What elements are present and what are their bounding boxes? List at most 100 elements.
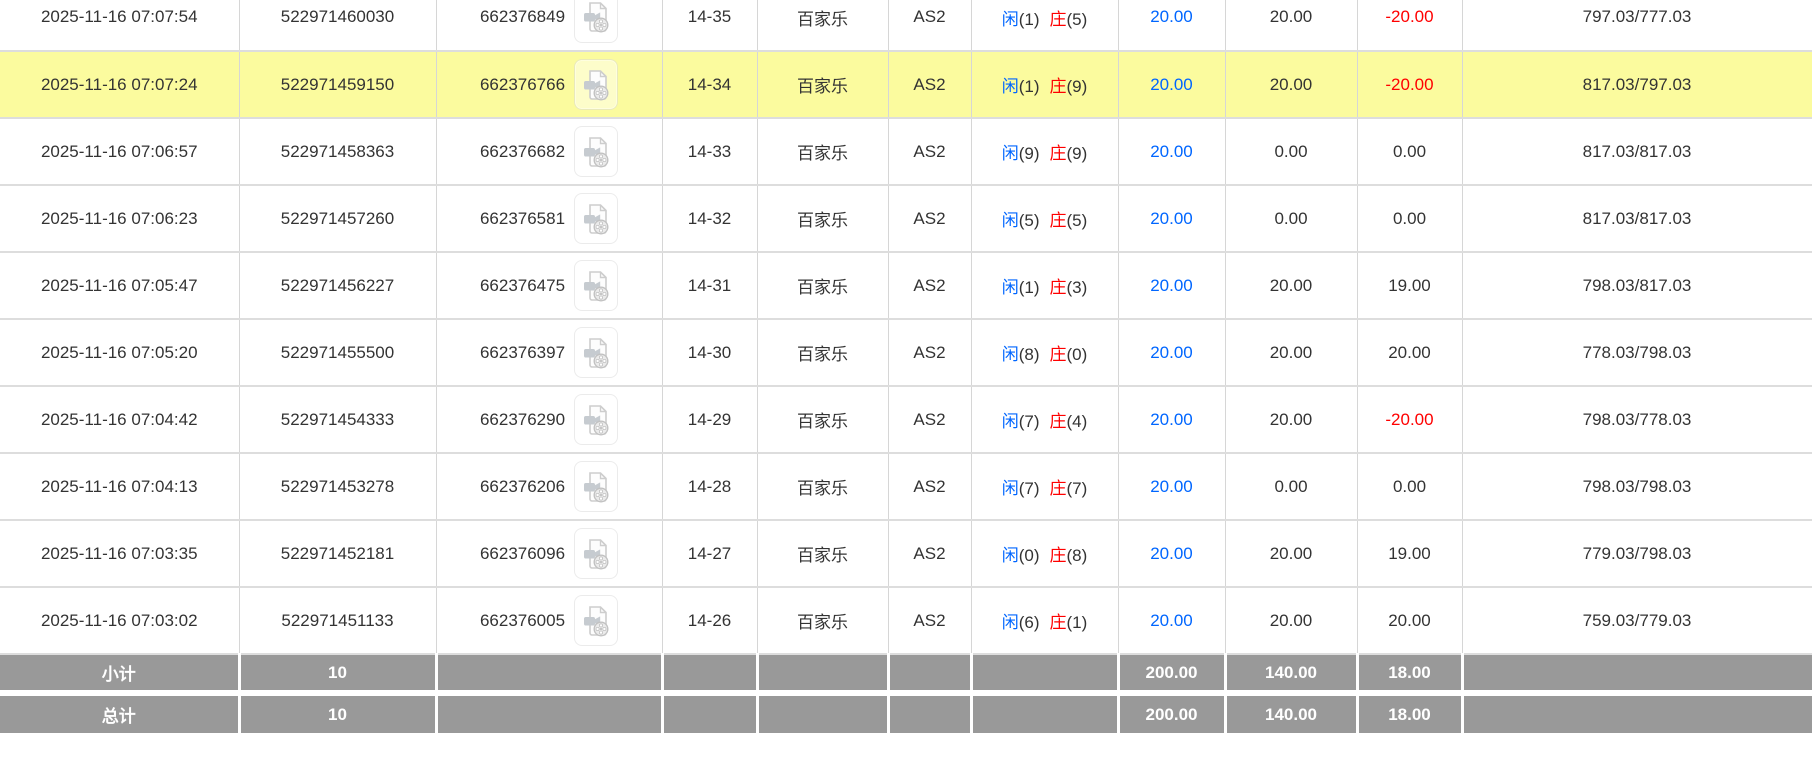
cell-game-type: 百家乐	[757, 51, 889, 119]
video-playback-button[interactable]	[574, 595, 619, 646]
cell-game-type: 百家乐	[757, 118, 889, 186]
cell-result: 闲(5) 庄(5)	[971, 185, 1119, 253]
cell-result: 闲(7) 庄(4)	[971, 386, 1119, 454]
game-number-text: 662376096	[479, 543, 566, 563]
total-empty-cell	[436, 693, 664, 733]
video-playback-button[interactable]	[574, 461, 619, 512]
cell-table-name: AS2	[888, 51, 972, 119]
cell-bet-amount[interactable]: 20.00	[1118, 118, 1226, 186]
cell-bet-amount[interactable]: 20.00	[1118, 587, 1226, 655]
cell-table-name: AS2	[888, 453, 972, 521]
cell-win-loss: -20.00	[1357, 51, 1463, 119]
game-number-text: 662376849	[479, 7, 566, 26]
cell-round: 14-27	[662, 520, 758, 588]
cell-game-number: 662376206	[436, 453, 663, 521]
player-result: 闲(5)	[1002, 211, 1040, 230]
cell-valid-amount: 20.00	[1225, 0, 1358, 52]
table-row[interactable]: 2025-11-16 07:07:24 522971459150 6623767…	[0, 51, 1812, 119]
cell-table-name: AS2	[888, 118, 972, 186]
total-win-loss: 18.00	[1357, 693, 1464, 733]
video-playback-button[interactable]	[574, 260, 619, 311]
table-row[interactable]: 2025-11-16 07:05:47 522971456227 6623764…	[0, 252, 1812, 320]
cell-balance: 759.03/779.03	[1462, 587, 1812, 655]
banker-label: 庄	[1049, 345, 1067, 364]
cell-valid-amount: 20.00	[1225, 520, 1358, 588]
banker-label: 庄	[1049, 546, 1067, 565]
banker-label: 庄	[1049, 278, 1067, 297]
video-playback-button[interactable]	[574, 528, 619, 579]
player-result: 闲(1)	[1002, 10, 1040, 29]
cell-bet-amount[interactable]: 20.00	[1118, 0, 1226, 52]
cell-round: 14-33	[662, 118, 758, 186]
game-number-text: 662376397	[479, 342, 566, 362]
table-row[interactable]: 2025-11-16 07:07:54 522971460030 6623768…	[0, 0, 1812, 52]
subtotal-label: 小计	[0, 654, 241, 696]
cell-round: 14-34	[662, 51, 758, 119]
cell-balance: 817.03/817.03	[1462, 118, 1812, 186]
banker-result: 庄(5)	[1050, 10, 1088, 29]
cell-bet-id: 522971455500	[239, 319, 437, 387]
banker-label: 庄	[1049, 613, 1067, 632]
subtotal-valid-amount: 140.00	[1225, 654, 1359, 696]
cell-bet-amount[interactable]: 20.00	[1118, 386, 1226, 454]
table-row[interactable]: 2025-11-16 07:03:35 522971452181 6623760…	[0, 520, 1812, 588]
cell-bet-amount[interactable]: 20.00	[1118, 453, 1226, 521]
game-number-text: 662376682	[479, 141, 566, 161]
player-label: 闲	[1001, 412, 1019, 431]
table-row[interactable]: 2025-11-16 07:04:13 522971453278 6623762…	[0, 453, 1812, 521]
cell-valid-amount: 20.00	[1225, 587, 1358, 655]
cell-bet-amount[interactable]: 20.00	[1118, 520, 1226, 588]
cell-table-name: AS2	[888, 252, 972, 320]
game-number-text: 662376766	[479, 74, 566, 94]
film-reel-document-icon	[584, 270, 609, 302]
cell-bet-id: 522971457260	[239, 185, 437, 253]
cell-round: 14-26	[662, 587, 758, 655]
banker-score: (7)	[1066, 479, 1088, 498]
cell-bet-amount[interactable]: 20.00	[1118, 252, 1226, 320]
player-label: 闲	[1001, 144, 1019, 163]
table-row[interactable]: 2025-11-16 07:06:57 522971458363 6623766…	[0, 118, 1812, 186]
player-result: 闲(9)	[1002, 144, 1040, 163]
video-playback-button[interactable]	[574, 0, 619, 43]
total-row: 总计 10 200.00 140.00 18.00	[0, 693, 1812, 733]
video-playback-button[interactable]	[574, 327, 619, 378]
cell-time: 2025-11-16 07:04:42	[0, 386, 240, 454]
banker-score: (9)	[1066, 144, 1088, 163]
video-playback-button[interactable]	[574, 193, 619, 244]
video-playback-button[interactable]	[574, 126, 619, 177]
cell-round: 14-29	[662, 386, 758, 454]
cell-result: 闲(0) 庄(8)	[971, 520, 1119, 588]
banker-label: 庄	[1049, 9, 1067, 29]
banker-result: 庄(9)	[1050, 77, 1088, 96]
table-row[interactable]: 2025-11-16 07:05:20 522971455500 6623763…	[0, 319, 1812, 387]
cell-game-number: 662376475	[436, 252, 663, 320]
cell-win-loss: 20.00	[1357, 319, 1463, 387]
cell-bet-amount[interactable]: 20.00	[1118, 51, 1226, 119]
cell-bet-amount[interactable]: 20.00	[1118, 319, 1226, 387]
cell-bet-amount[interactable]: 20.00	[1118, 185, 1226, 253]
cell-bet-id: 522971456227	[239, 252, 437, 320]
cell-game-number: 662376096	[436, 520, 663, 588]
cell-result: 闲(9) 庄(9)	[971, 118, 1119, 186]
table-row[interactable]: 2025-11-16 07:04:42 522971454333 6623762…	[0, 386, 1812, 454]
cell-result: 闲(7) 庄(7)	[971, 453, 1119, 521]
cell-game-number: 662376682	[436, 118, 663, 186]
cell-valid-amount: 0.00	[1225, 185, 1358, 253]
cell-game-type: 百家乐	[757, 587, 889, 655]
video-playback-button[interactable]	[574, 394, 619, 445]
video-playback-button[interactable]	[574, 59, 619, 110]
banker-result: 庄(5)	[1050, 211, 1088, 230]
total-empty-cell	[971, 693, 1120, 733]
cell-game-number: 662376290	[436, 386, 663, 454]
table-row[interactable]: 2025-11-16 07:03:02 522971451133 6623760…	[0, 587, 1812, 655]
player-result: 闲(6)	[1002, 613, 1040, 632]
cell-bet-id: 522971451133	[239, 587, 437, 655]
film-reel-document-icon	[584, 136, 609, 168]
subtotal-empty-cell	[662, 654, 759, 696]
table-row[interactable]: 2025-11-16 07:06:23 522971457260 6623765…	[0, 185, 1812, 253]
cell-balance: 798.03/817.03	[1462, 252, 1812, 320]
cell-game-type: 百家乐	[757, 386, 889, 454]
cell-bet-id: 522971459150	[239, 51, 437, 119]
cell-result: 闲(1) 庄(9)	[971, 51, 1119, 119]
